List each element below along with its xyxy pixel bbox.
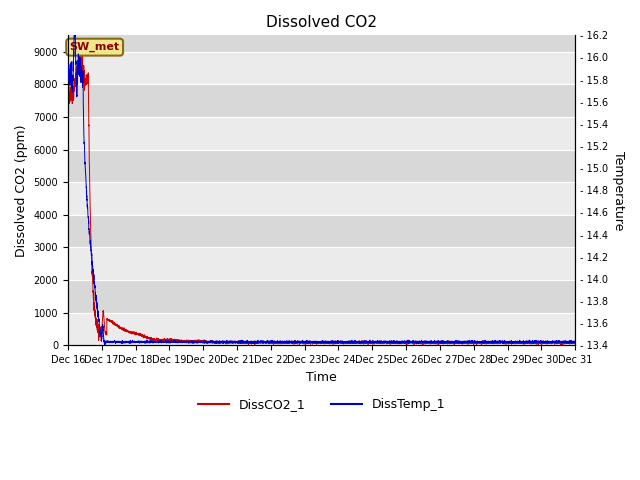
Bar — [68, 36, 575, 52]
Y-axis label: Dissolved CO2 (ppm): Dissolved CO2 (ppm) — [15, 124, 28, 256]
Bar — [68, 215, 575, 247]
X-axis label: Time: Time — [306, 371, 337, 384]
Bar — [68, 52, 575, 84]
Bar — [68, 312, 575, 345]
Text: SW_met: SW_met — [70, 42, 120, 52]
Bar — [68, 247, 575, 280]
Bar — [68, 182, 575, 215]
Y-axis label: Temperature: Temperature — [612, 151, 625, 230]
Bar — [68, 84, 575, 117]
Bar — [68, 280, 575, 312]
Bar — [68, 117, 575, 149]
Bar — [68, 149, 575, 182]
Title: Dissolved CO2: Dissolved CO2 — [266, 15, 377, 30]
Legend: DissCO2_1, DissTemp_1: DissCO2_1, DissTemp_1 — [193, 394, 451, 417]
